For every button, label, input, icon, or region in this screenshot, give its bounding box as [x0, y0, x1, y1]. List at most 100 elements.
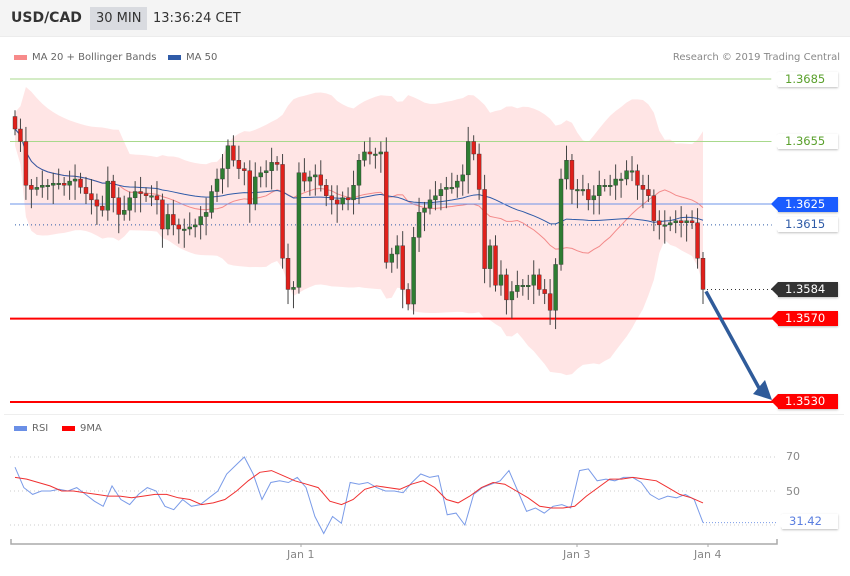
price-label-resistance: 1.3685 — [771, 71, 838, 87]
candle — [34, 187, 40, 190]
candle — [72, 178, 78, 182]
candle — [422, 207, 427, 213]
candle — [122, 210, 127, 215]
candle — [329, 195, 334, 201]
candle — [444, 187, 449, 190]
candle — [629, 170, 635, 173]
symbol-title: USD/CAD — [11, 10, 82, 26]
candle — [165, 214, 171, 230]
price-label-support: 1.3570 — [771, 311, 838, 327]
candle — [597, 185, 602, 196]
candle — [526, 285, 531, 287]
forecast-arrowhead-icon — [753, 379, 772, 400]
candle — [405, 289, 411, 305]
candle — [362, 151, 367, 161]
candle — [356, 160, 362, 186]
candle — [324, 185, 329, 196]
candle — [635, 170, 640, 186]
candle — [586, 189, 591, 201]
candle — [515, 285, 520, 292]
candle — [367, 151, 373, 155]
candle — [116, 197, 121, 215]
candle — [171, 214, 176, 226]
candle — [176, 224, 182, 230]
candle — [340, 197, 345, 205]
candle — [187, 226, 192, 230]
candle — [253, 176, 258, 205]
candle — [520, 285, 526, 287]
rsi-panel — [4, 414, 844, 573]
rsi-swatch-icon — [14, 426, 27, 431]
rsi-line — [14, 456, 704, 535]
candle — [487, 245, 493, 269]
rsi-ma-line — [14, 470, 704, 509]
candle — [231, 145, 236, 161]
candle — [242, 168, 247, 171]
legend-bollinger: MA 20 + Bollinger Bands — [14, 52, 156, 63]
candle — [182, 228, 187, 231]
legend-9ma: 9MA — [62, 423, 102, 434]
candle — [313, 174, 318, 178]
candle — [400, 245, 405, 290]
candle — [575, 189, 580, 192]
candle — [100, 205, 105, 211]
candle — [558, 178, 564, 265]
candle — [651, 195, 657, 221]
candle — [149, 195, 154, 198]
candle — [624, 170, 629, 180]
ma50-swatch-icon — [168, 55, 181, 60]
candle — [602, 185, 607, 187]
candle — [536, 274, 542, 290]
candle — [285, 258, 291, 290]
candle — [460, 174, 465, 182]
candle — [449, 187, 455, 190]
candle — [678, 220, 684, 223]
candle — [531, 274, 536, 286]
candle — [640, 185, 646, 190]
candle — [395, 245, 400, 255]
price-label-ref: 1.3615 — [771, 217, 838, 233]
candle — [580, 189, 586, 192]
candle — [51, 182, 56, 186]
candle — [553, 264, 558, 311]
candle — [476, 153, 482, 190]
time-axis — [10, 539, 778, 545]
candle — [214, 178, 220, 192]
timeframe-button[interactable]: 30 MIN — [90, 7, 148, 30]
candle — [700, 258, 706, 290]
candle — [307, 176, 313, 182]
candle — [258, 172, 263, 178]
candle — [618, 178, 624, 181]
candle — [466, 141, 471, 176]
candle — [433, 195, 438, 201]
candle — [684, 220, 689, 223]
candle — [569, 160, 575, 190]
candle — [61, 182, 67, 186]
candle — [127, 197, 132, 211]
candle — [318, 174, 323, 186]
candle — [67, 180, 72, 186]
candle — [89, 193, 94, 201]
candle — [613, 178, 618, 186]
rsi-tick-50: 50 — [786, 485, 800, 498]
candle — [351, 185, 356, 201]
candle — [192, 224, 198, 228]
legend-ma50: MA 50 — [168, 52, 217, 63]
candle — [384, 151, 389, 263]
candle — [482, 189, 487, 269]
candle — [411, 237, 416, 305]
candle — [427, 199, 433, 209]
x-label-jan3: Jan 3 — [563, 548, 591, 561]
x-label-jan4: Jan 4 — [694, 548, 722, 561]
candle — [296, 172, 302, 288]
candle — [389, 253, 394, 263]
candle — [373, 153, 378, 156]
bollinger-swatch-icon — [14, 55, 27, 60]
clock-time: 13:36:24 CET — [153, 11, 241, 26]
bollinger-band — [15, 87, 703, 376]
candle — [247, 170, 252, 205]
candle — [302, 172, 307, 182]
candle — [111, 180, 116, 198]
candle — [94, 199, 100, 207]
